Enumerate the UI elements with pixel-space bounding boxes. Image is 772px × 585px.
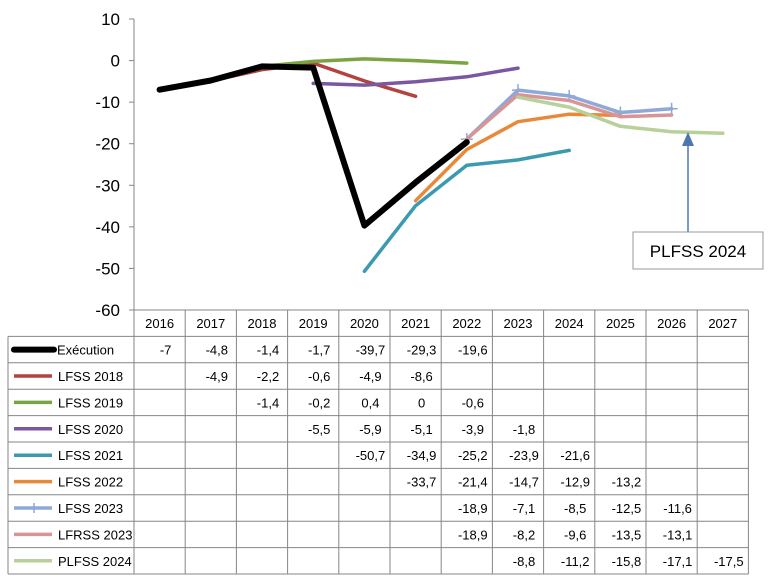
annotation-box [632,231,764,270]
plot-lines [156,57,725,274]
data-label: -4,8 [206,343,228,358]
data-label: -1,8 [513,422,535,437]
data-label: -13,1 [663,527,693,542]
data-label: -11,6 [663,501,692,516]
data-label: -0,6 [308,369,330,384]
data-label: -39,7 [356,343,386,358]
x-tick-label: 2019 [299,316,328,331]
data-label: -1,7 [308,343,330,358]
data-label: -12,9 [560,475,590,490]
y-tick-label: -40 [95,218,120,237]
data-label: -29,3 [407,343,437,358]
data-label: -15,8 [612,554,642,569]
series-line [465,92,674,141]
data-label: -7 [160,343,172,358]
data-label: -5,9 [359,422,381,437]
data-label: -23,9 [509,448,539,463]
y-tick-label: -20 [95,135,120,154]
data-label: -5,5 [308,422,330,437]
series-point [665,102,678,115]
legend-label: LFSS 2018 [58,369,123,384]
legend-label: LFSS 2022 [58,475,123,490]
data-label: -2,2 [257,369,279,384]
data-label: -50,7 [356,448,386,463]
y-axis [129,18,135,311]
y-tick-label: 10 [101,10,120,29]
data-label: -14,7 [509,475,539,490]
data-label: -8,6 [410,369,432,384]
data-label: -13,2 [612,475,642,490]
data-label: -21,4 [458,475,488,490]
legend-label: PLFSS 2024 [58,554,132,569]
data-label: -4,9 [359,369,381,384]
x-tick-label: 2024 [555,316,584,331]
legend-label: LFSS 2019 [58,395,123,410]
data-label: -34,9 [407,448,437,463]
data-table: 2016 2017 2018 2019 2020 2021 2022 2023 2024 2025… [7,309,749,575]
legend-label: Exécution [57,343,114,358]
data-label: -13,5 [612,527,642,542]
data-label: -0,6 [462,395,484,410]
data-label: -21,6 [560,448,590,463]
data-label: -18,9 [458,501,488,516]
legend-label: LFSS 2020 [58,422,123,437]
series-line [311,66,520,87]
y-axis-ticks: 10 0 -10 -20 -30 -40 -50 -60 [95,10,120,320]
data-label: -19,6 [458,343,488,358]
x-tick-label: 2022 [452,316,481,331]
series-line [362,148,571,274]
x-tick-label: 2025 [606,316,635,331]
annotation-arrowhead [682,132,694,146]
data-label: -8,8 [513,554,535,569]
y-tick-label: -30 [95,176,120,195]
annotation: PLFSS 2024 [632,132,764,270]
x-tick-label: 2027 [708,316,737,331]
data-label: -12,5 [612,501,642,516]
legend-label: LFSS 2021 [58,448,123,463]
data-label: -4,9 [206,369,228,384]
legend-marker [29,503,39,513]
data-label: 0 [418,395,425,410]
data-label: -11,2 [561,554,590,569]
annotation-text: PLFSS 2024 [650,242,746,261]
x-tick-label: 2021 [401,316,430,331]
x-tick-label: 2016 [145,316,174,331]
series-line [260,57,469,69]
x-tick-label: 2017 [196,316,225,331]
series-line [516,95,725,136]
y-tick-label: 0 [111,52,120,71]
y-tick-label: -60 [95,301,120,320]
y-tick-label: -50 [95,259,120,278]
series-line [156,63,470,229]
data-label: -33,7 [407,475,437,490]
data-label: -17,5 [714,554,744,569]
data-label: -3,9 [462,422,484,437]
data-label: -0,2 [308,395,330,410]
data-label: -8,5 [564,501,586,516]
y-tick-label: -10 [95,93,120,112]
legend-label: LFSS 2023 [58,501,123,516]
data-label: -5,1 [410,422,432,437]
data-label: 0,4 [361,395,379,410]
x-tick-label: 2020 [350,316,379,331]
data-label: -8,2 [513,527,535,542]
x-tick-label: 2026 [657,316,686,331]
data-label: -9,6 [564,527,586,542]
legend-label: LFRSS 2023 [58,527,132,542]
data-label: -18,9 [458,527,488,542]
data-label: -25,2 [458,448,488,463]
data-label: -17,1 [663,554,693,569]
x-tick-label: 2018 [248,316,277,331]
data-label: -7,1 [513,501,535,516]
data-label: -1,4 [257,395,279,410]
data-label: -1,4 [257,343,279,358]
x-tick-label: 2023 [504,316,533,331]
